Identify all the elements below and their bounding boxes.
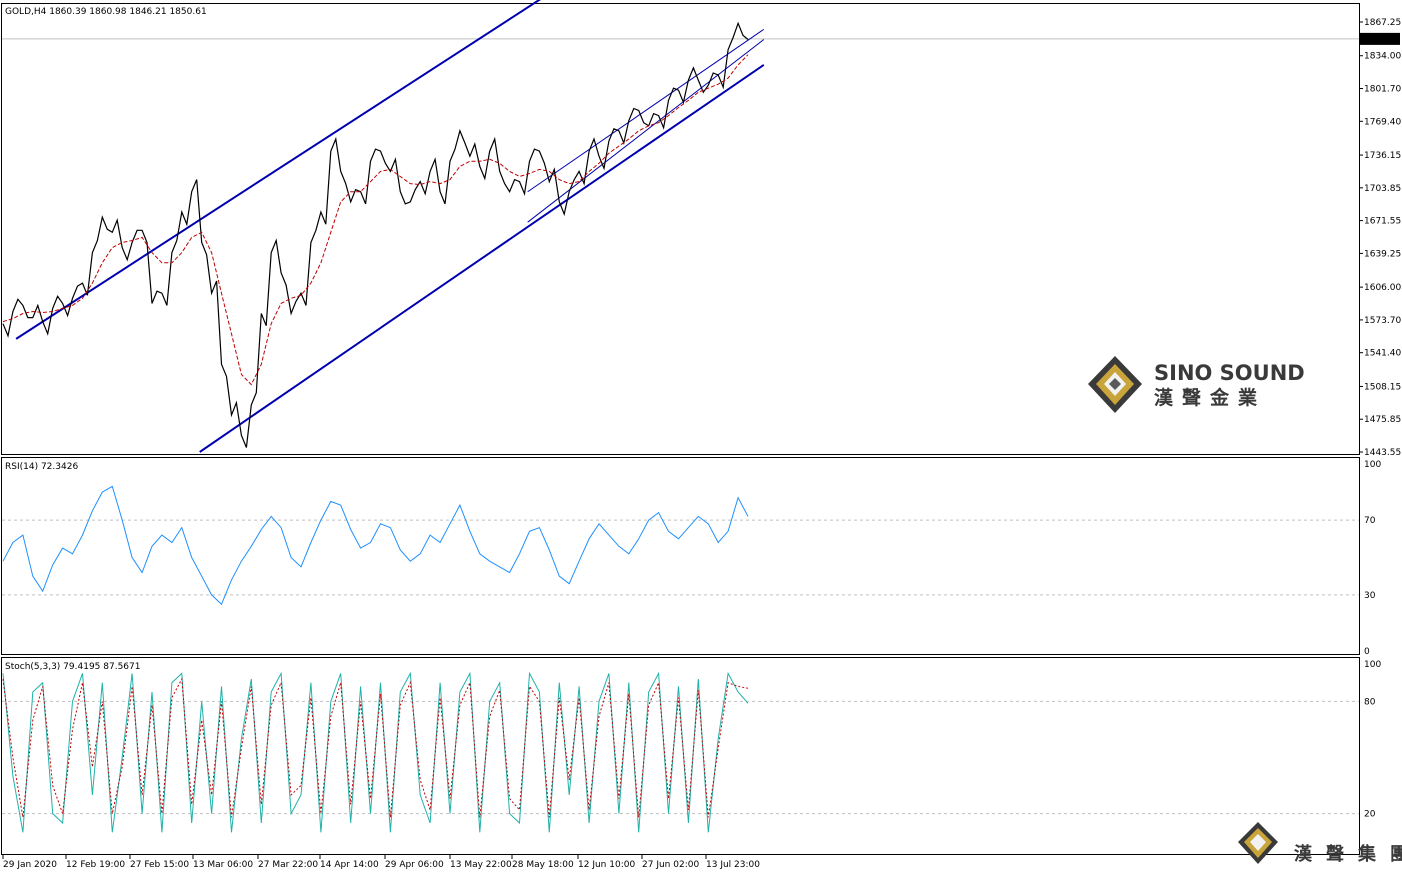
x-tick-label: 13 May 22:00: [450, 860, 512, 870]
stoch-plot: [2, 671, 1359, 833]
x-tick-label: 29 Apr 06:00: [385, 860, 444, 870]
rsi-y-tick-label: 30: [1364, 591, 1376, 601]
stoch-y-tick-label: 80: [1364, 697, 1376, 707]
main-header: GOLD,H4 1860.39 1860.98 1846.21 1850.61: [5, 7, 207, 17]
sino-sound-logo: SINO SOUND 漢聲金業: [1088, 356, 1305, 413]
main-y-tick-label: 1801.70: [1364, 85, 1401, 95]
x-tick-label: 12 Feb 19:00: [66, 860, 125, 870]
main-panel-frame: [1, 3, 1360, 455]
channel-line: [527, 28, 765, 193]
main-y-tick-label: 1736.15: [1364, 151, 1401, 161]
current-price-box: [1360, 32, 1400, 45]
x-tick-label: 29 Jan 2020: [3, 860, 57, 870]
rsi-y-tick-label: 100: [1364, 460, 1381, 470]
main-plot: [2, 0, 1359, 453]
main-y-tick-label: 1769.40: [1364, 117, 1401, 127]
rsi-series: [2, 485, 749, 606]
rsi-plot: [2, 485, 1359, 606]
price-series: [2, 21, 749, 448]
x-tick-label: 28 May 18:00: [512, 860, 574, 870]
x-tick-label: 14 Apr 14:00: [320, 860, 379, 870]
sino-sound-small-logo: 漢聲集團: [1238, 822, 1402, 865]
x-tick-label: 27 Feb 15:00: [130, 860, 189, 870]
x-tick-label: 12 Jun 10:00: [578, 860, 635, 870]
main-y-tick-label: 1573.70: [1364, 316, 1401, 326]
main-y-tick-label: 1508.15: [1364, 382, 1401, 392]
ma-series: [2, 54, 749, 386]
main-y-tick-label: 1703.85: [1364, 184, 1401, 194]
channel-line: [15, 0, 541, 340]
x-tick-label: 13 Jul 23:00: [706, 860, 760, 870]
stoch-series: [2, 677, 749, 818]
stoch-header: Stoch(5,3,3) 79.4195 87.5671: [5, 662, 140, 672]
main-y-tick-label: 1606.00: [1364, 283, 1401, 293]
rsi-header: RSI(14) 72.3426: [5, 462, 78, 472]
x-tick-label: 13 Mar 06:00: [193, 860, 253, 870]
svg-text:漢聲集團: 漢聲集團: [1294, 843, 1402, 865]
rsi-y-tick-label: 70: [1364, 516, 1376, 526]
main-y-tick-label: 1541.40: [1364, 349, 1401, 359]
rsi-panel-frame: [1, 457, 1360, 655]
axes: 1867.25 1834.00 1801.70 1769.40 1736.15 1703.…: [2, 18, 1401, 870]
stoch-y-tick-label: 100: [1364, 660, 1381, 670]
main-y-tick-label: 1475.85: [1364, 415, 1401, 425]
rsi-y-tick-label: 0: [1364, 647, 1370, 657]
x-tick-label: 27 Mar 22:00: [258, 860, 318, 870]
channel-line: [527, 39, 765, 223]
stoch-panel-frame: [1, 657, 1360, 855]
stoch-series: [2, 671, 749, 833]
stoch-y-tick-label: 20: [1364, 810, 1376, 820]
main-y-tick-label: 1834.00: [1364, 52, 1401, 62]
main-y-tick-label: 1867.25: [1364, 18, 1401, 28]
main-y-tick-label: 1639.25: [1364, 249, 1401, 259]
current-price-label: 1850.61: [1363, 35, 1400, 45]
svg-text:漢聲金業: 漢聲金業: [1154, 386, 1266, 409]
main-y-tick-label: 1671.55: [1364, 217, 1401, 227]
channel-line: [199, 64, 765, 453]
main-y-tick-label: 1443.55: [1364, 448, 1401, 458]
x-tick-label: 27 Jun 02:00: [642, 860, 699, 870]
svg-text:SINO SOUND: SINO SOUND: [1154, 361, 1305, 385]
